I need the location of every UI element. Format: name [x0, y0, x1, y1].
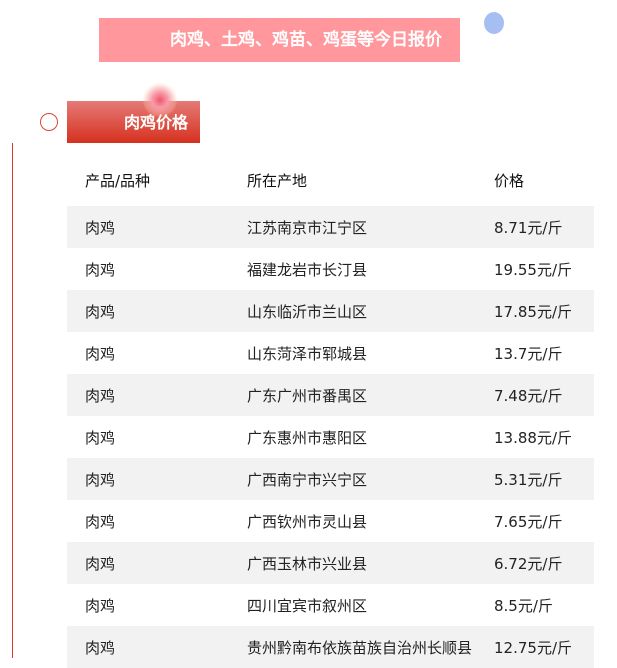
table-row: 肉鸡 江苏南京市江宁区 8.71元/斤 [67, 206, 594, 248]
decorative-dot [484, 12, 504, 34]
cell-origin: 江苏南京市江宁区 [247, 218, 368, 237]
cell-price: 7.48元/斤 [494, 386, 563, 405]
cell-price: 6.72元/斤 [494, 554, 563, 573]
timeline-line [12, 143, 13, 658]
cell-price: 12.75元/斤 [494, 638, 572, 657]
price-table: 产品/品种 所在产地 价格 肉鸡 江苏南京市江宁区 8.71元/斤 肉鸡 福建龙岩市长汀… [67, 160, 594, 668]
cell-product: 肉鸡 [85, 428, 116, 447]
cell-origin: 福建龙岩市长汀县 [247, 260, 368, 279]
timeline-circle-icon [40, 113, 58, 131]
table-row: 肉鸡 四川宜宾市叙州区 8.5元/斤 [67, 584, 594, 626]
cell-origin: 四川宜宾市叙州区 [247, 596, 368, 615]
cell-product: 肉鸡 [85, 302, 116, 321]
table-row: 肉鸡 山东菏泽市郓城县 13.7元/斤 [67, 332, 594, 374]
cell-origin: 山东临沂市兰山区 [247, 302, 368, 321]
table-row: 肉鸡 广西钦州市灵山县 7.65元/斤 [67, 500, 594, 542]
cell-product: 肉鸡 [85, 260, 116, 279]
cell-origin: 山东菏泽市郓城县 [247, 344, 368, 363]
cell-product: 肉鸡 [85, 470, 116, 489]
cell-product: 肉鸡 [85, 512, 116, 531]
table-row: 肉鸡 广东广州市番禺区 7.48元/斤 [67, 374, 594, 416]
header-origin: 所在产地 [247, 171, 308, 190]
cell-product: 肉鸡 [85, 386, 116, 405]
cell-origin: 广西南宁市兴宁区 [247, 470, 368, 489]
cell-product: 肉鸡 [85, 218, 116, 237]
table-row: 肉鸡 广西南宁市兴宁区 5.31元/斤 [67, 458, 594, 500]
cell-product: 肉鸡 [85, 554, 116, 573]
table-row: 肉鸡 山东临沂市兰山区 17.85元/斤 [67, 290, 594, 332]
header-price: 价格 [494, 171, 525, 190]
cell-price: 17.85元/斤 [494, 302, 572, 321]
cell-origin: 广东惠州市惠阳区 [247, 428, 368, 447]
table-row: 肉鸡 广西玉林市兴业县 6.72元/斤 [67, 542, 594, 584]
table-header: 产品/品种 所在产地 价格 [67, 160, 594, 200]
cell-origin: 广东广州市番禺区 [247, 386, 368, 405]
cell-price: 8.71元/斤 [494, 218, 563, 237]
firework-icon [142, 82, 178, 118]
cell-origin: 广西钦州市灵山县 [247, 512, 368, 531]
table-row: 肉鸡 广东惠州市惠阳区 13.88元/斤 [67, 416, 594, 458]
section-title: 肉鸡价格 [67, 101, 200, 143]
cell-price: 5.31元/斤 [494, 470, 563, 489]
table-row: 肉鸡 贵州黔南布依族苗族自治州长顺县 12.75元/斤 [67, 626, 594, 668]
cell-product: 肉鸡 [85, 596, 116, 615]
cell-price: 19.55元/斤 [494, 260, 572, 279]
page-banner: 肉鸡、土鸡、鸡苗、鸡蛋等今日报价 [99, 18, 460, 62]
cell-product: 肉鸡 [85, 638, 116, 657]
cell-origin: 贵州黔南布依族苗族自治州长顺县 [247, 638, 473, 657]
cell-price: 13.88元/斤 [494, 428, 572, 447]
cell-product: 肉鸡 [85, 344, 116, 363]
cell-price: 13.7元/斤 [494, 344, 563, 363]
cell-origin: 广西玉林市兴业县 [247, 554, 368, 573]
cell-price: 8.5元/斤 [494, 596, 553, 615]
table-row: 肉鸡 福建龙岩市长汀县 19.55元/斤 [67, 248, 594, 290]
cell-price: 7.65元/斤 [494, 512, 563, 531]
header-product: 产品/品种 [85, 171, 151, 190]
